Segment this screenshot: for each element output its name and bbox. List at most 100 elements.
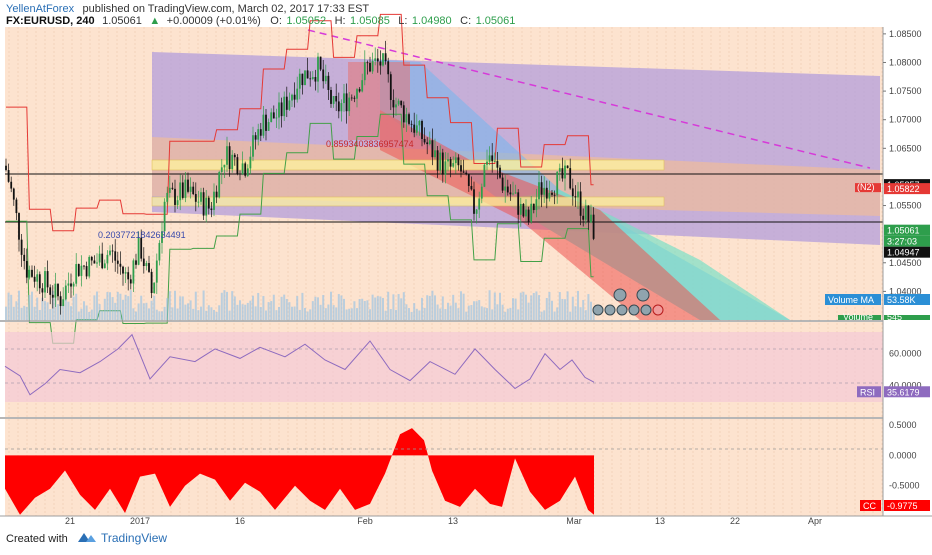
rsi-band — [5, 332, 883, 402]
price-change: +0.00009 (+0.01%) — [167, 15, 261, 27]
rsi-tick-label: 40.0000 — [889, 380, 922, 390]
candle-body — [51, 294, 54, 298]
event-icon[interactable] — [636, 288, 650, 302]
event-icon[interactable] — [640, 304, 652, 316]
dashed-trendline[interactable] — [307, 29, 871, 169]
volume-bar — [587, 294, 590, 320]
volume-bar — [270, 301, 273, 320]
candle-body — [135, 260, 137, 265]
volume-bar — [150, 300, 153, 320]
event-icons[interactable] — [592, 288, 664, 316]
candle-body — [584, 205, 587, 220]
volume-bar — [38, 310, 41, 320]
candle-body — [538, 182, 540, 200]
candle-body — [343, 93, 345, 104]
cc-tick-label: -0.5000 — [889, 481, 920, 491]
volume-bar — [582, 299, 585, 320]
volume-bar — [215, 311, 218, 320]
time-axis[interactable] — [0, 517, 883, 527]
candle-body — [306, 70, 309, 79]
volume-bar — [496, 304, 499, 320]
badge-label: (N2) — [857, 182, 875, 192]
volume-bar — [163, 306, 166, 320]
candle-body — [319, 56, 322, 70]
time-tick-label: Apr — [808, 516, 822, 526]
volume-bar — [226, 291, 228, 320]
volume-bar — [343, 298, 345, 320]
candle-body — [366, 62, 369, 64]
volume-bar — [223, 290, 226, 320]
candle-body — [111, 250, 114, 252]
rsi-tick-label: 60.0000 — [889, 349, 922, 359]
candle-body — [72, 283, 75, 287]
candle-body — [275, 117, 278, 119]
volume-bar — [592, 310, 595, 320]
volume-bar — [145, 302, 148, 320]
volume-bar — [161, 311, 163, 320]
candle-body — [426, 142, 429, 145]
candle-body — [262, 114, 265, 136]
candle-body — [582, 215, 585, 220]
event-icon[interactable] — [616, 304, 628, 316]
author-link[interactable]: YellenAtForex — [6, 3, 75, 15]
candle-body — [369, 62, 371, 72]
candle-body — [20, 239, 23, 255]
candle-body — [304, 70, 306, 86]
symbol-name[interactable]: FX:EURUSD, 240 — [6, 15, 95, 27]
candle-body — [28, 269, 31, 278]
volume-bar — [28, 294, 31, 320]
candle-body — [387, 61, 390, 75]
volume-bar — [181, 296, 184, 320]
volume-ma-value: 53.58K — [887, 295, 916, 305]
candle-body — [88, 256, 91, 277]
cc-tick-label: 0.0000 — [889, 450, 917, 460]
candle-body — [213, 191, 215, 210]
event-icon[interactable] — [652, 304, 664, 316]
blue-regression-channel[interactable] — [380, 60, 790, 320]
volume-bar — [551, 300, 553, 320]
candle-body — [202, 192, 205, 216]
event-icon[interactable] — [628, 304, 640, 316]
volume-bar — [298, 309, 301, 320]
symbol-legend: FX:EURUSD, 240 1.05061 ▲ +0.00009 (+0.01… — [6, 11, 515, 28]
yellow-zone-upper[interactable] — [151, 159, 665, 171]
volume-bar — [322, 295, 325, 320]
candle-body — [246, 168, 249, 176]
candle-body — [57, 283, 59, 297]
event-icon[interactable] — [604, 304, 616, 316]
candle-body — [436, 150, 439, 171]
volume-bar — [129, 290, 132, 320]
candle-body — [340, 103, 343, 112]
footer-brand[interactable]: TradingView — [101, 531, 167, 545]
candle-body — [491, 155, 494, 162]
candle-body — [23, 254, 26, 262]
rsi-line — [4, 333, 595, 396]
candle-body — [358, 89, 361, 92]
candle-body — [85, 266, 88, 277]
time-tick-label: 2017 — [130, 516, 150, 526]
candle-body — [272, 112, 275, 119]
candle-body — [233, 154, 236, 158]
candle-body — [205, 197, 208, 216]
volume-bar — [371, 294, 374, 320]
yellow-zone-lower[interactable] — [151, 196, 665, 207]
event-icon[interactable] — [592, 304, 604, 316]
candle-body — [265, 114, 267, 131]
volume-bar — [566, 291, 569, 320]
candle-body — [218, 171, 221, 198]
volume-bar — [15, 301, 18, 320]
candle-body — [283, 96, 286, 117]
price-axis[interactable] — [883, 27, 932, 516]
event-icon[interactable] — [613, 288, 627, 302]
volume-bar — [543, 310, 546, 320]
volume-bar — [213, 309, 215, 320]
volume-bar — [558, 292, 561, 320]
volume-label: Volume — [843, 312, 873, 322]
candle-body — [41, 288, 44, 293]
volume-bar — [85, 305, 88, 320]
volume-bar — [353, 301, 356, 320]
volume-bar — [467, 305, 470, 320]
last-price: 1.05061 — [102, 15, 142, 27]
volume-bar — [25, 306, 28, 320]
volume-bar — [465, 311, 468, 320]
